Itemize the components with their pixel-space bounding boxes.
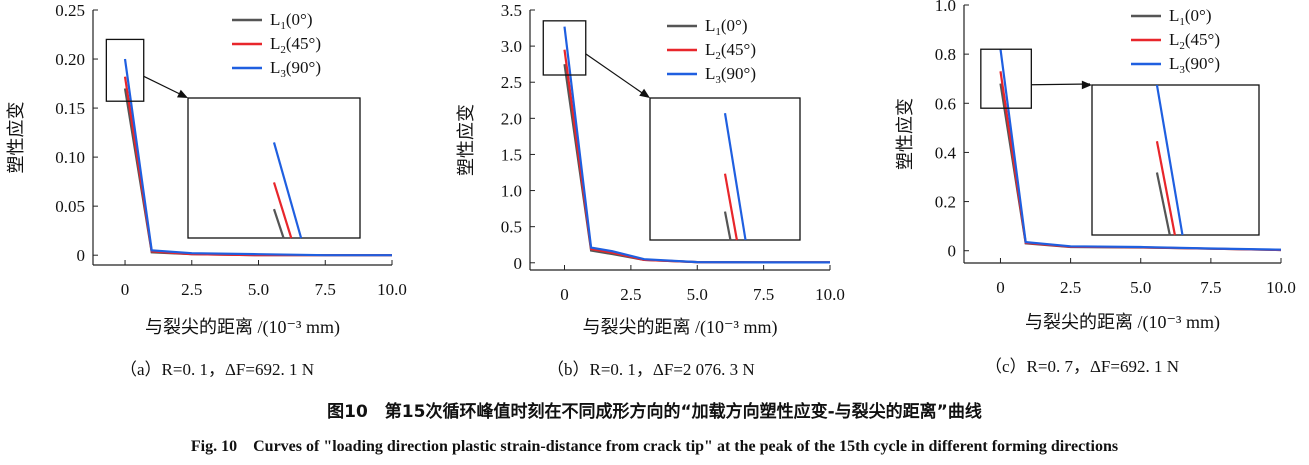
x-axis-label: 与裂尖的距离 /(10⁻³ mm) <box>145 317 340 338</box>
legend-label-3: L3(90°) <box>705 64 756 86</box>
chart-panel-c: 0 0.2 0.4 0.6 0.8 1.0 0 2.5 5.0 7.5 10.0 塑性应变与裂尖的距离… <box>895 0 1296 333</box>
caption-panel-c: （c）R=0. 7，ΔF=692. 1 N <box>985 357 1179 376</box>
y-tick-label: 0.10 <box>55 148 85 167</box>
x-tick-label: 5.0 <box>687 285 708 304</box>
legend-label-1: L1(0°) <box>270 10 313 32</box>
legend-label-1: L1(0°) <box>705 16 748 38</box>
zoom-box <box>542 20 587 76</box>
y-tick-label: 0 <box>948 242 957 261</box>
zoom-arrowhead <box>639 88 650 98</box>
x-axis-label: 与裂尖的距离 /(10⁻³ mm) <box>1025 312 1220 333</box>
figure-caption-cn: 图10 第15次循环峰值时刻在不同成形方向的“加载方向塑性应变-与裂尖的距离”曲… <box>327 402 982 422</box>
inset-series-line-1 <box>272 208 285 239</box>
zoom-connector <box>1031 83 1091 86</box>
y-tick-label: 0.20 <box>55 50 85 69</box>
y-tick-label: 1.0 <box>935 0 956 15</box>
legend-label-3: L3(90°) <box>1169 54 1220 76</box>
caption-panel-a: （a）R=0. 1，ΔF=692. 1 N <box>120 360 314 379</box>
chart-panel-b: 0 0.5 1.0 1.5 2.0 2.5 3.0 3.5 0 2.5 5.0 7.5 10.0 塑性应变… <box>456 1 845 338</box>
series-line-3 <box>999 49 1282 251</box>
inset-series-line-3 <box>723 112 747 241</box>
y-axis-label: 塑性应变 <box>895 98 915 170</box>
y-tick-label: 0.2 <box>935 193 956 212</box>
chart-panel-a: 0 0.05 0.10 0.15 0.20 0.25 0 2.5 5.0 7.5 10.0 塑性应变与… <box>6 1 407 338</box>
zoom-connector <box>585 53 649 98</box>
x-tick-label: 5.0 <box>248 280 269 299</box>
y-tick-label: 0.25 <box>55 1 85 20</box>
caption-panel-b: （b）R=0. 1，ΔF=2 076. 3 N <box>547 360 755 379</box>
series-line-3 <box>563 26 830 264</box>
y-tick-label: 0 <box>77 246 86 265</box>
x-tick-label: 2.5 <box>1060 278 1081 297</box>
legend-label-3: L3(90°) <box>270 58 321 80</box>
legend-label-2: L2(45°) <box>270 34 321 56</box>
inset-series-line-3 <box>1155 84 1184 236</box>
y-tick-label: 0.5 <box>501 218 522 237</box>
figure-caption-en: Fig. 10 Curves of "loading direction pla… <box>190 438 1119 455</box>
y-tick-label: 3.5 <box>501 1 522 20</box>
y-tick-label: 3.0 <box>501 37 522 56</box>
series-line-3 <box>123 58 392 257</box>
y-tick-label: 2.5 <box>501 73 522 92</box>
x-tick-label: 7.5 <box>315 280 336 299</box>
y-tick-label: 2.0 <box>501 109 522 128</box>
zoom-box <box>980 48 1032 109</box>
y-tick-label: 0.4 <box>935 143 957 162</box>
y-tick-label: 0.6 <box>935 94 956 113</box>
inset-series-line-3 <box>272 142 303 239</box>
y-tick-label: 0.15 <box>55 99 85 118</box>
inset-series-line-1 <box>723 211 732 241</box>
x-tick-label: 2.5 <box>181 280 202 299</box>
zoom-arrowhead <box>177 89 188 98</box>
x-axis-label: 与裂尖的距离 /(10⁻³ mm) <box>583 317 778 338</box>
legend-label-1: L1(0°) <box>1169 6 1212 28</box>
legend-label-2: L2(45°) <box>705 40 756 62</box>
inset-series-line-2 <box>272 182 293 239</box>
x-tick-label: 0 <box>560 285 569 304</box>
y-axis-label: 塑性应变 <box>6 102 26 174</box>
x-tick-label: 10.0 <box>1266 278 1296 297</box>
inset-frame <box>187 97 361 239</box>
y-tick-label: 1.0 <box>501 182 522 201</box>
x-tick-label: 7.5 <box>1200 278 1221 297</box>
y-tick-label: 0.05 <box>55 197 85 216</box>
x-tick-label: 10.0 <box>377 280 407 299</box>
inset-series-line-2 <box>723 173 738 241</box>
x-tick-label: 2.5 <box>620 285 641 304</box>
zoom-arrowhead <box>1081 80 1092 90</box>
y-axis-label: 塑性应变 <box>456 104 476 176</box>
zoom-box <box>105 38 145 102</box>
legend-label-2: L2(45°) <box>1169 30 1220 52</box>
y-tick-label: 1.5 <box>501 145 522 164</box>
x-tick-label: 0 <box>996 278 1005 297</box>
y-tick-label: 0 <box>514 254 523 273</box>
x-tick-label: 7.5 <box>753 285 774 304</box>
inset-frame <box>1091 84 1260 236</box>
x-tick-label: 0 <box>121 280 130 299</box>
y-tick-label: 0.8 <box>935 45 956 64</box>
inset-series-line-1 <box>1155 172 1171 236</box>
x-tick-label: 5.0 <box>1130 278 1151 297</box>
x-tick-label: 10.0 <box>815 285 845 304</box>
inset-series-line-2 <box>1155 141 1176 236</box>
